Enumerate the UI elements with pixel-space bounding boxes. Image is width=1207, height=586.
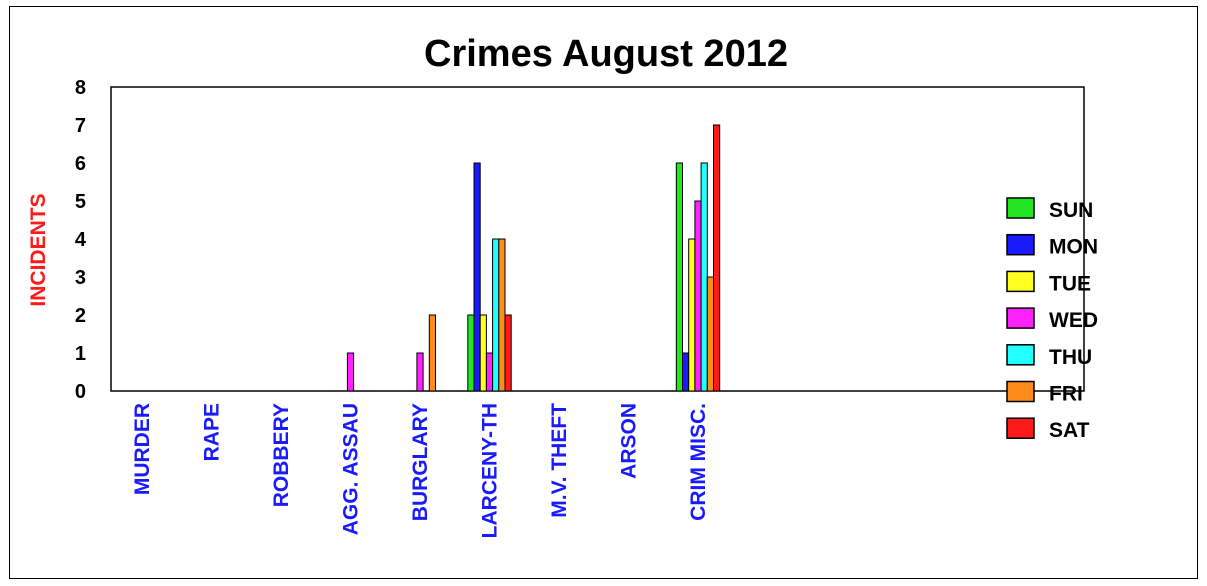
bar	[675, 162, 683, 392]
legend-label: WED	[1049, 309, 1098, 332]
category-label: MURDER	[131, 403, 154, 495]
category-label: LARCENY-TH	[479, 403, 502, 538]
category-label: BURGLARY	[409, 403, 432, 521]
category-label: M.V. THEFT	[548, 403, 571, 518]
bar	[485, 352, 494, 392]
y-tick-label: 0	[75, 381, 86, 403]
legend-label: FRI	[1049, 383, 1083, 406]
y-tick-label: 8	[75, 77, 86, 99]
bar	[479, 314, 487, 392]
bar	[346, 352, 355, 392]
legend-swatch	[1006, 380, 1035, 403]
legend-swatch	[1006, 417, 1035, 439]
y-tick-label: 1	[75, 343, 86, 365]
legend-label: SAT	[1049, 419, 1090, 442]
bars-group	[346, 124, 721, 392]
category-label: CRIM MISC.	[687, 403, 710, 521]
legend: SUN MON TUE WED THU FRI SAT	[1006, 197, 1098, 442]
category-label: ROBBERY	[270, 403, 293, 507]
bar	[498, 238, 506, 392]
y-tick-label: 4	[75, 229, 87, 251]
y-tick-label: 6	[75, 153, 86, 175]
category-labels: MURDER RAPE ROBBERY AGG. ASSAU BURGLARY LARCE…	[131, 403, 710, 539]
legend-label: SUN	[1049, 199, 1093, 222]
bar	[492, 238, 500, 392]
legend-label: MON	[1049, 236, 1098, 259]
legend-label: TUE	[1049, 272, 1091, 295]
legend-swatch	[1006, 233, 1035, 256]
legend-swatch	[1006, 270, 1035, 293]
legend-swatch	[1006, 344, 1035, 366]
chart-frame	[9, 6, 1198, 579]
y-tick-label: 7	[75, 115, 86, 137]
bar	[682, 352, 690, 392]
legend-swatch	[1006, 307, 1035, 329]
y-axis-label: INCIDENTS	[27, 193, 50, 306]
bar	[700, 162, 708, 392]
chart-title: Crimes August 2012	[424, 33, 788, 75]
legend-label: THU	[1049, 346, 1092, 369]
y-tick-label: 5	[75, 191, 86, 213]
bar	[706, 276, 714, 392]
bar	[416, 352, 424, 392]
bar	[467, 314, 475, 392]
bar	[713, 124, 721, 392]
category-label: ARSON	[618, 403, 641, 479]
bar	[428, 314, 436, 392]
category-label: RAPE	[201, 403, 224, 461]
plot-area	[110, 86, 1085, 392]
y-tick-label: 3	[75, 267, 86, 289]
legend-swatch	[1006, 197, 1035, 219]
y-tick-label: 2	[75, 305, 86, 327]
bar	[688, 238, 696, 392]
y-axis-ticks: 0 1 2 3 4 5 6 7 8	[75, 77, 87, 403]
category-label: AGG. ASSAU	[340, 403, 363, 535]
bar	[694, 200, 702, 392]
bar	[504, 314, 512, 392]
bar	[473, 162, 481, 392]
